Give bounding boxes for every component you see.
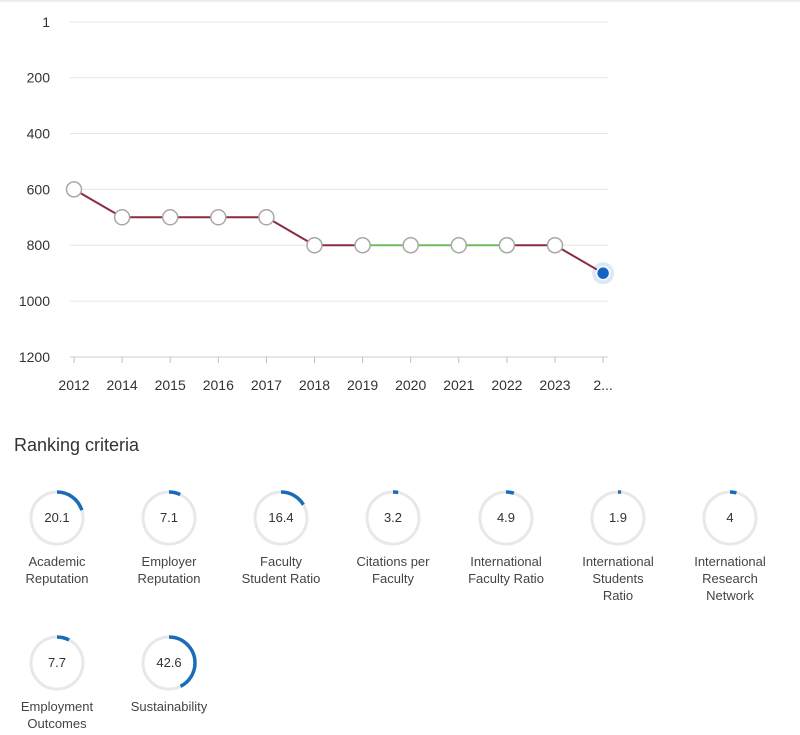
score-ring-graphic [253, 490, 309, 546]
score-ring: 4 [701, 489, 759, 547]
score-ring-arc [141, 635, 197, 691]
criterion-label: International Students Ratio [582, 554, 654, 603]
score-ring-arc [29, 635, 85, 691]
score-ring-arc [702, 490, 758, 546]
x-tick-label[interactable]: 2020 [395, 377, 426, 393]
score-ring: 4.9 [477, 489, 535, 547]
data-point[interactable] [402, 236, 419, 254]
criterion-item[interactable]: 7.1 Employer Reputation [113, 489, 225, 587]
criterion-label: International Research Network [694, 554, 766, 603]
line-segment [265, 216, 316, 247]
x-tick-label[interactable]: 2... [593, 377, 612, 393]
data-point[interactable] [161, 209, 179, 226]
data-point[interactable] [210, 209, 227, 226]
data-point[interactable] [113, 209, 131, 226]
y-tick-label: 1 [42, 14, 50, 30]
criterion-score: 4 [726, 510, 734, 525]
score-ring: 1.9 [589, 489, 647, 547]
criterion-score: 1.9 [608, 510, 628, 525]
line-segment [73, 188, 123, 219]
score-ring: 20.1 [28, 489, 86, 547]
rank-points [65, 181, 615, 285]
data-point[interactable] [258, 209, 275, 226]
criterion-label: Academic Reputation [25, 554, 89, 586]
x-tick-label[interactable]: 2019 [347, 377, 378, 393]
criterion-item[interactable]: 42.6 Sustainability [113, 634, 225, 715]
y-tick-label: 600 [27, 181, 51, 197]
score-ring-graphic [29, 635, 85, 691]
score-ring: 42.6 [140, 634, 198, 692]
criterion-label: International Faculty Ratio [468, 554, 544, 586]
y-tick-label: 400 [27, 125, 51, 141]
criterion-label: Faculty Student Ratio [241, 554, 321, 586]
score-ring: 7.1 [140, 489, 198, 547]
x-axis-ticks: 2012 2014 2015 2016 2017 2018 2019 2020 2021 2022… [58, 357, 613, 393]
criterion-item[interactable]: 4.9 International Faculty Ratio [450, 489, 562, 587]
score-ring-arc [29, 490, 85, 546]
score-ring-graphic [141, 490, 197, 546]
rank-line [73, 188, 604, 275]
criterion-score: 16.4 [268, 510, 294, 525]
top-divider [0, 0, 800, 3]
x-tick-label[interactable]: 2016 [203, 377, 234, 393]
data-point[interactable] [498, 236, 516, 254]
criterion-score: 20.1 [44, 510, 70, 525]
score-ring-arc [141, 490, 197, 546]
data-point-current[interactable] [595, 265, 611, 281]
criterion-label: Citations per Faculty [356, 554, 430, 586]
score-ring-graphic [365, 490, 421, 546]
y-tick-label: 200 [27, 70, 51, 86]
line-segment [554, 244, 604, 275]
score-ring-graphic [29, 490, 85, 546]
score-ring-arc [253, 490, 309, 546]
criterion-label: Employer Reputation [137, 554, 201, 586]
score-ring-graphic [478, 490, 534, 546]
x-tick-label[interactable]: 2021 [443, 377, 474, 393]
criterion-item[interactable]: 7.7 Employment Outcomes [1, 634, 113, 732]
data-point[interactable] [546, 236, 564, 254]
x-tick-label[interactable]: 2014 [107, 377, 138, 393]
criterion-label: Employment Outcomes [20, 699, 94, 731]
criterion-item[interactable]: 3.2 Citations per Faculty [337, 489, 449, 587]
criterion-score: 3.2 [383, 510, 403, 525]
x-tick-label[interactable]: 2023 [539, 377, 570, 393]
score-ring-arc [365, 490, 421, 546]
x-tick-label[interactable]: 2018 [299, 377, 330, 393]
criterion-score: 4.9 [496, 510, 516, 525]
x-tick-label[interactable]: 2012 [58, 377, 89, 393]
score-ring: 7.7 [28, 634, 86, 692]
data-point[interactable] [65, 181, 83, 198]
x-tick-label[interactable]: 2017 [251, 377, 282, 393]
grid-lines [70, 21, 608, 358]
criterion-item[interactable]: 16.4 Faculty Student Ratio [225, 489, 337, 587]
criterion-score: 7.1 [159, 510, 179, 525]
ranking-criteria-title: Ranking criteria [14, 435, 140, 455]
data-point[interactable] [450, 236, 468, 254]
x-tick-label[interactable]: 2022 [491, 377, 522, 393]
data-point[interactable] [306, 236, 323, 254]
y-tick-label: 1000 [19, 293, 50, 309]
y-tick-label: 1200 [19, 349, 50, 365]
criterion-score: 7.7 [47, 655, 67, 670]
criterion-item[interactable]: 4 International Research Network [674, 489, 786, 604]
score-ring-arc [478, 490, 534, 546]
criterion-score: 42.6 [156, 655, 182, 670]
score-ring: 16.4 [252, 489, 310, 547]
data-point[interactable] [354, 236, 371, 254]
score-ring-graphic [590, 490, 646, 546]
x-tick-label[interactable]: 2015 [155, 377, 186, 393]
criterion-item[interactable]: 20.1 Academic Reputation [1, 489, 113, 587]
criterion-item[interactable]: 1.9 International Students Ratio [562, 489, 674, 604]
score-ring-graphic [141, 635, 197, 691]
score-ring: 3.2 [364, 489, 422, 547]
score-ring-arc [590, 490, 646, 546]
score-ring-graphic [702, 490, 758, 546]
criterion-label: Sustainability [130, 699, 208, 714]
y-tick-label: 800 [27, 237, 51, 253]
